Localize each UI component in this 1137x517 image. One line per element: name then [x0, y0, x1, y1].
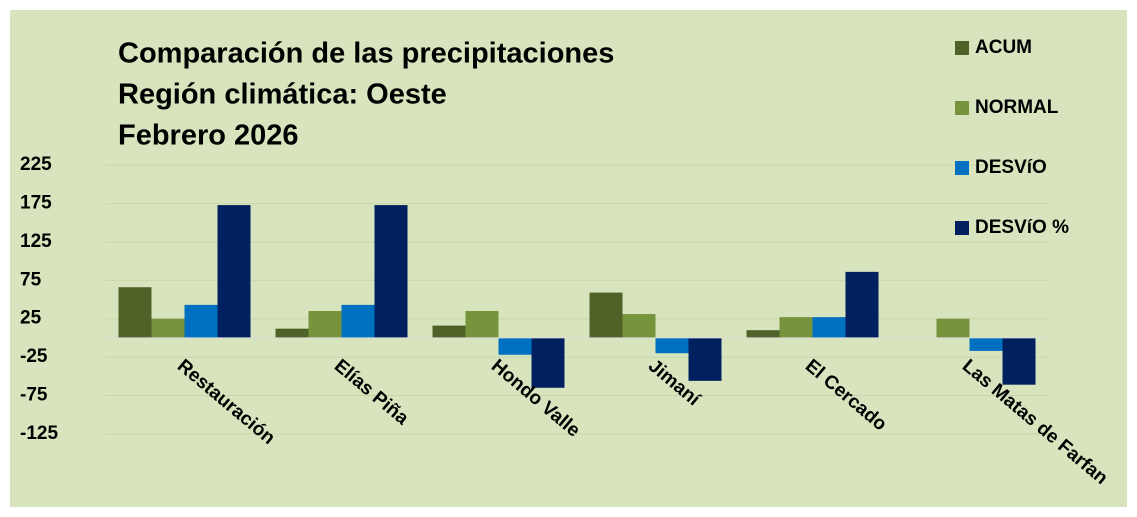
chart-background	[10, 10, 1127, 507]
legend-label: NORMAL	[975, 97, 1059, 118]
chart-title: Región climática: Oeste	[118, 79, 447, 111]
bar	[936, 318, 970, 338]
bar	[432, 325, 466, 338]
y-tick-label: -75	[20, 384, 48, 405]
y-tick-label: 125	[20, 231, 52, 252]
y-tick-label: 25	[20, 308, 42, 329]
bar	[374, 205, 408, 338]
legend-label: DESVíO %	[975, 217, 1069, 238]
legend-swatch	[955, 161, 969, 175]
bar	[275, 328, 309, 338]
bar	[746, 330, 780, 338]
bar	[341, 304, 375, 338]
y-tick-label: -25	[20, 346, 48, 367]
bar	[688, 337, 722, 381]
bar	[655, 337, 689, 354]
y-tick-label: 75	[20, 269, 42, 290]
bar	[217, 205, 251, 338]
y-tick-label: 225	[20, 154, 52, 175]
legend-swatch	[955, 221, 969, 235]
legend-label: ACUM	[975, 37, 1032, 58]
legend-label: DESVíO	[975, 157, 1047, 178]
chart-title: Comparación de las precipitaciones	[118, 38, 614, 70]
y-tick-label: 175	[20, 193, 52, 214]
bar	[622, 314, 656, 338]
bar	[465, 311, 499, 338]
legend-swatch	[955, 41, 969, 55]
y-tick-label: -125	[20, 423, 58, 444]
bar	[151, 318, 185, 338]
bar	[845, 271, 879, 338]
bar	[969, 337, 1003, 351]
chart-title: Febrero 2026	[118, 120, 299, 152]
bar	[812, 317, 846, 338]
legend-swatch	[955, 101, 969, 115]
bar	[1002, 337, 1036, 385]
bar	[779, 317, 813, 338]
bar	[308, 311, 342, 338]
bar	[589, 292, 623, 338]
bar	[498, 337, 532, 355]
bar	[184, 304, 218, 338]
bar	[118, 287, 152, 338]
bar	[531, 337, 565, 388]
